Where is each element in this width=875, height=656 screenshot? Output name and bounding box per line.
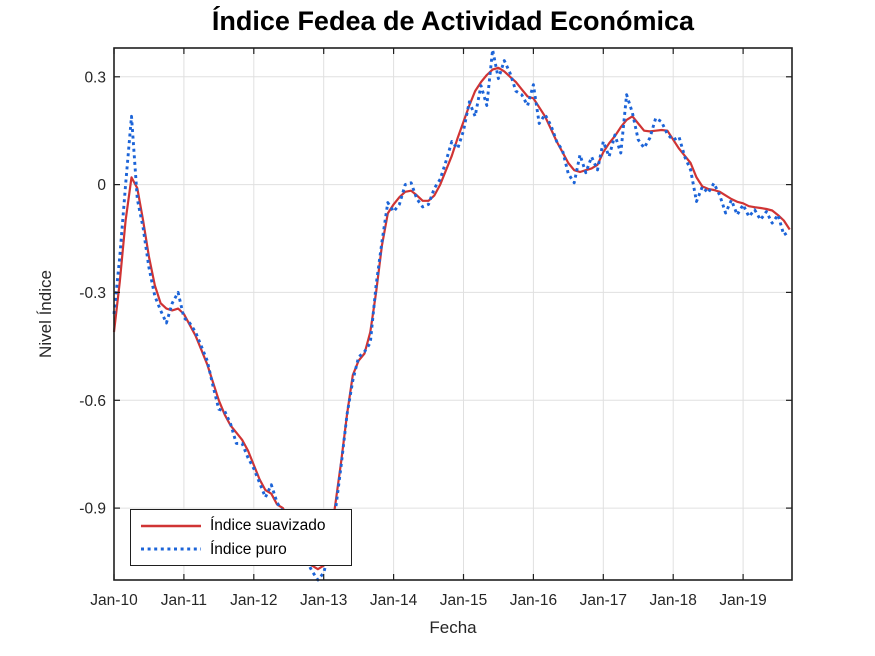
chart-title: Índice Fedea de Actividad Económica bbox=[211, 6, 695, 36]
x-tick-label: Jan-14 bbox=[370, 592, 418, 609]
x-tick-label: Jan-18 bbox=[649, 592, 696, 609]
legend: Índice suavizado Índice puro bbox=[130, 509, 352, 566]
x-tick-label: Jan-10 bbox=[90, 592, 138, 609]
x-tick-label: Jan-17 bbox=[580, 592, 627, 609]
series-line-puro bbox=[112, 48, 791, 582]
y-tick-label: 0.3 bbox=[84, 69, 106, 86]
y-tick-label: -0.6 bbox=[79, 393, 106, 410]
y-axis-label: Nivel Índice bbox=[36, 270, 55, 358]
axis-box bbox=[113, 47, 793, 581]
y-tick-labels: 0.3 0 -0.3 -0.6 -0.9 bbox=[79, 69, 106, 517]
x-tick-label: Jan-11 bbox=[161, 592, 207, 609]
gridlines bbox=[114, 48, 792, 580]
legend-label-suavizado: Índice suavizado bbox=[210, 517, 326, 534]
legend-label-puro: Índice puro bbox=[210, 540, 287, 558]
x-tick-label: Jan-13 bbox=[300, 592, 347, 609]
y-tick-label: 0 bbox=[97, 177, 106, 194]
x-tick-label: Jan-12 bbox=[230, 592, 277, 609]
y-tick-label: -0.3 bbox=[79, 285, 106, 302]
legend-sample-suavizado-line bbox=[141, 524, 201, 527]
tick-marks bbox=[113, 48, 792, 580]
legend-sample-puro-line bbox=[141, 547, 201, 551]
x-tick-label: Jan-16 bbox=[510, 592, 557, 609]
x-tick-label: Jan-15 bbox=[440, 592, 487, 609]
legend-item-puro: Índice puro bbox=[131, 540, 351, 558]
x-tick-labels: Jan-10 Jan-11 Jan-12 Jan-13 Jan-14 Jan-15 Jan-… bbox=[90, 592, 767, 609]
legend-item-suavizado: Índice suavizado bbox=[131, 518, 351, 534]
x-tick-label: Jan-19 bbox=[719, 592, 766, 609]
x-axis-label: Fecha bbox=[429, 618, 477, 637]
y-tick-label: -0.9 bbox=[79, 501, 106, 518]
